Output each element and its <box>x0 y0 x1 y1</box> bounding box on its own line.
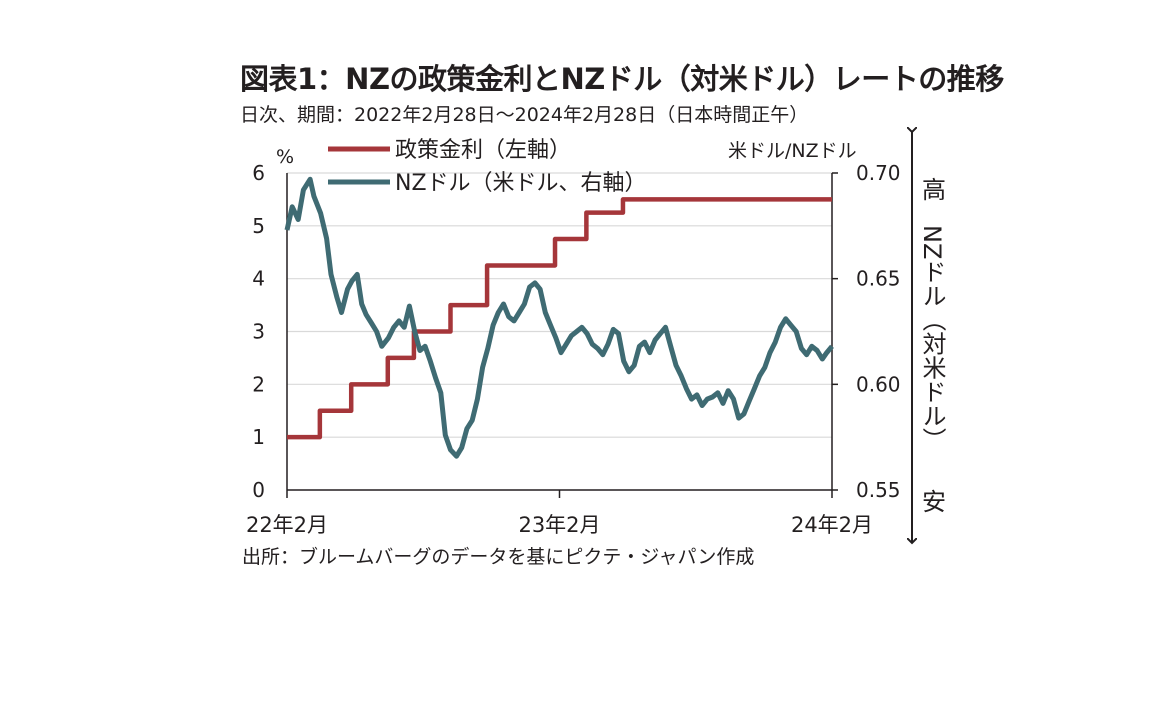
legend: 政策金利（左軸） NZドル（米ドル、右軸） <box>328 138 647 196</box>
source-note: 出所：ブルームバーグのデータを基にピクテ・ジャパン作成 <box>242 546 755 568</box>
left-tick-label: 0 <box>252 478 265 502</box>
legend-label: 政策金利（左軸） <box>395 138 571 163</box>
right-tick-label: 0.70 <box>856 161 901 185</box>
high-label: 高 <box>922 176 946 204</box>
right-axis-title: NZドル（対米ドル） <box>918 225 946 452</box>
chart-title: 図表1：NZの政策金利とNZドル（対米ドル）レートの推移 <box>240 62 1004 96</box>
tick-labels: 0 1 2 3 4 5 6 0.55 0.60 0.65 0.70 22年2月 23年2月 24年2月 <box>246 161 901 537</box>
gridlines <box>287 172 832 438</box>
x-tick-label: 22年2月 <box>246 513 328 537</box>
right-tick-label: 0.65 <box>856 267 901 291</box>
right-axis-unit: 米ドル/NZドル <box>728 140 857 162</box>
nzd-usd-line <box>284 176 834 459</box>
left-tick-label: 6 <box>252 161 265 185</box>
policy-rate-line <box>287 197 832 440</box>
axes <box>286 172 838 498</box>
right-tick-label: 0.55 <box>856 478 901 502</box>
low-label: 安 <box>922 488 946 516</box>
x-tick-label: 24年2月 <box>791 513 873 537</box>
series-layer <box>284 176 834 459</box>
left-tick-label: 4 <box>252 267 265 291</box>
left-tick-label: 5 <box>252 214 265 238</box>
chart-subtitle: 日次、期間：2022年2月28日～2024年2月28日（日本時間正午） <box>240 104 809 126</box>
left-tick-label: 1 <box>252 425 265 449</box>
right-tick-label: 0.60 <box>856 372 901 396</box>
left-tick-label: 3 <box>252 320 265 344</box>
x-tick-label: 23年2月 <box>518 513 600 537</box>
left-axis-unit: % <box>276 146 295 168</box>
legend-label: NZドル（米ドル、右軸） <box>395 171 647 196</box>
left-tick-label: 2 <box>252 372 265 396</box>
